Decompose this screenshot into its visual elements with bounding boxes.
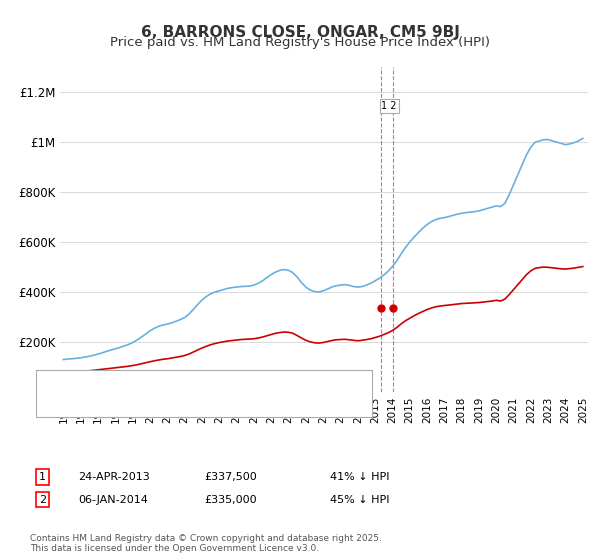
Text: £337,500: £337,500 bbox=[204, 472, 257, 482]
Text: 1: 1 bbox=[39, 472, 46, 482]
Text: 6, BARRONS CLOSE, ONGAR, CM5 9BJ: 6, BARRONS CLOSE, ONGAR, CM5 9BJ bbox=[140, 25, 460, 40]
Text: Contains HM Land Registry data © Crown copyright and database right 2025.
This d: Contains HM Land Registry data © Crown c… bbox=[30, 534, 382, 553]
Text: 1 2: 1 2 bbox=[382, 101, 397, 111]
Text: HPI: Average price, detached house, Epping Forest: HPI: Average price, detached house, Eppi… bbox=[69, 394, 333, 404]
Text: 24-APR-2013: 24-APR-2013 bbox=[78, 472, 150, 482]
Text: 2: 2 bbox=[39, 494, 46, 505]
Text: 06-JAN-2014: 06-JAN-2014 bbox=[78, 494, 148, 505]
Text: 6, BARRONS CLOSE, ONGAR, CM5 9BJ (detached house): 6, BARRONS CLOSE, ONGAR, CM5 9BJ (detach… bbox=[69, 375, 360, 385]
Text: 41% ↓ HPI: 41% ↓ HPI bbox=[330, 472, 389, 482]
Text: 45% ↓ HPI: 45% ↓ HPI bbox=[330, 494, 389, 505]
Text: £335,000: £335,000 bbox=[204, 494, 257, 505]
Text: Price paid vs. HM Land Registry's House Price Index (HPI): Price paid vs. HM Land Registry's House … bbox=[110, 36, 490, 49]
